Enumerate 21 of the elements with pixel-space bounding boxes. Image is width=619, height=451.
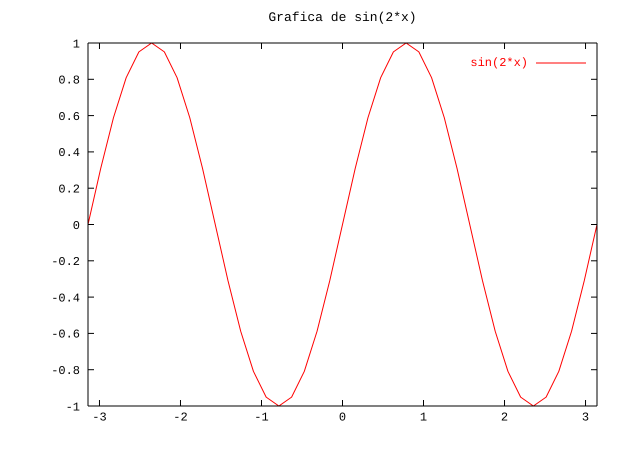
chart-title: Grafica de sin(2*x) — [267, 10, 418, 25]
y-tick-label: 0.2 — [58, 182, 80, 196]
y-tick-label: -1 — [66, 400, 80, 414]
x-tick-label: -1 — [254, 410, 269, 425]
y-tick-label: -0.2 — [51, 255, 80, 270]
y-tick-label: 1 — [72, 37, 80, 52]
y-tick-label: -0.8 — [51, 364, 80, 378]
x-tick-label: 3 — [582, 410, 590, 425]
x-tick-label: 1 — [420, 410, 428, 425]
y-tick-label: 0.8 — [58, 74, 80, 88]
x-tick-label: -3 — [92, 410, 107, 425]
y-tick-label: -0.4 — [51, 291, 80, 306]
y-tick-label: 0.4 — [58, 146, 80, 160]
y-tick-label: 0.6 — [58, 110, 80, 124]
legend-label: sin(2*x) — [470, 56, 528, 70]
y-tick-label: 0 — [72, 218, 80, 233]
line-series — [88, 43, 597, 406]
x-tick-label: 0 — [338, 410, 346, 425]
x-tick-label: -2 — [173, 410, 188, 425]
y-tick-label: -0.6 — [51, 328, 80, 342]
x-tick-label: 2 — [500, 410, 508, 425]
